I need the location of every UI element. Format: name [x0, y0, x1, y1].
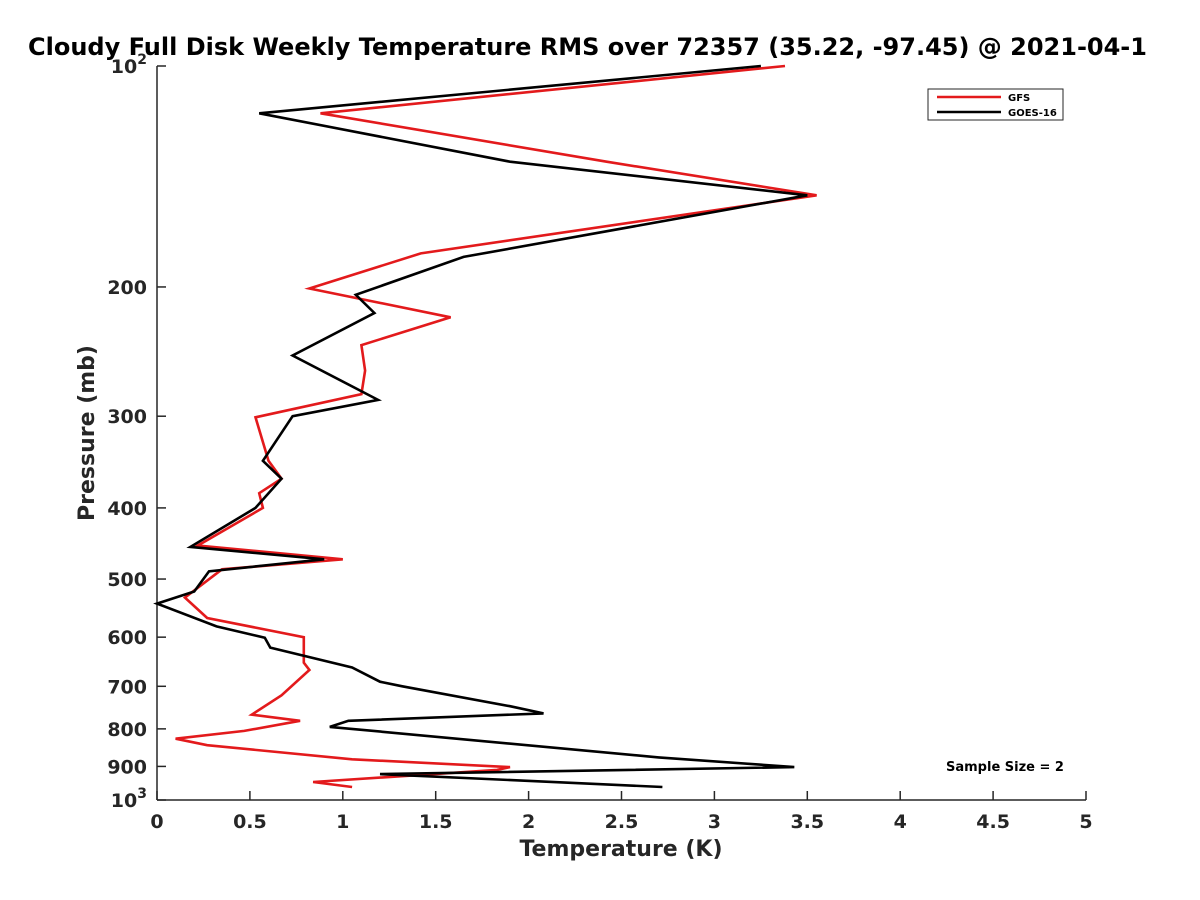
chart-title: Cloudy Full Disk Weekly Temperature RMS …: [28, 33, 1147, 61]
series-layer: [153, 64, 817, 789]
series-line-goes-16: [153, 64, 808, 789]
y-tick-label: 700: [107, 676, 147, 698]
x-tick-label: 4.5: [976, 811, 1010, 833]
legend-box: [927, 88, 1064, 121]
y-tick-label: 103: [111, 786, 147, 812]
x-tick-label: 4: [894, 811, 907, 833]
y-tick-label: 102: [111, 52, 147, 78]
y-tick-label: 300: [107, 406, 147, 428]
x-tick-label: 2.5: [605, 811, 639, 833]
y-tick-exponent: 3: [137, 786, 147, 802]
x-tick-label: 5: [1079, 811, 1092, 833]
sample-size-annotation: Sample Size = 2: [946, 760, 1064, 775]
y-tick-label: 800: [107, 719, 147, 741]
x-tick-label: 1.5: [419, 811, 453, 833]
x-tick-label: 0: [150, 811, 163, 833]
y-tick-label: 600: [107, 627, 147, 649]
y-axis-label: Pressure (mb): [75, 345, 100, 521]
x-tick-label: 3: [708, 811, 721, 833]
x-tick-label: 3.5: [790, 811, 824, 833]
x-axis-label: Temperature (K): [519, 837, 722, 862]
y-tick-exponent: 2: [137, 52, 147, 68]
y-tick-label: 400: [107, 498, 147, 520]
y-tick-base: 10: [111, 56, 137, 78]
legend-label: GFS: [1008, 93, 1030, 104]
legend-label: GOES-16: [1008, 108, 1057, 119]
x-axis-ticks: 0 0.5 1 1.5 2 2.5 3 3.5 4 4.5 5: [150, 791, 1093, 833]
y-tick-label: 500: [107, 569, 147, 591]
series-line-gfs: [175, 64, 817, 789]
y-tick-base: 10: [111, 790, 137, 812]
y-tick-label: 200: [107, 277, 147, 299]
x-tick-label: 2: [522, 811, 535, 833]
x-tick-label: 1: [336, 811, 349, 833]
x-tick-label: 0.5: [233, 811, 267, 833]
legend: GFS GOES-16: [927, 88, 1064, 121]
axes-frame: [156, 66, 1086, 801]
y-tick-label: 900: [107, 756, 147, 778]
